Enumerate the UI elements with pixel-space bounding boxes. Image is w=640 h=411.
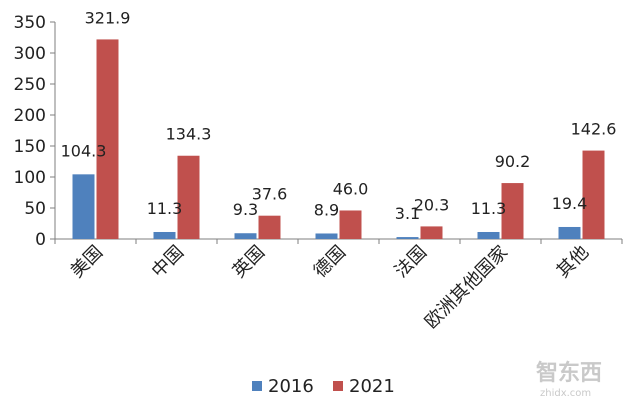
data-label-2016-6: 19.4: [552, 194, 588, 213]
legend-swatch-2016: [252, 381, 262, 391]
category-label-6: 其他: [553, 242, 593, 282]
bar-2016-0: [72, 174, 95, 239]
bar-2021-2: [258, 215, 281, 239]
bar-2021-5: [501, 183, 524, 239]
y-tick-label: 300: [14, 44, 46, 64]
bar-2016-5: [477, 231, 500, 239]
bar-2021-1: [177, 155, 200, 239]
y-tick-label: 200: [14, 106, 46, 126]
data-label-2021-0: 321.9: [85, 8, 131, 27]
category-label-3: 德国: [310, 242, 350, 282]
data-label-2016-0: 104.3: [61, 141, 107, 160]
data-label-2021-5: 90.2: [495, 152, 531, 171]
category-label-4: 法国: [391, 242, 431, 282]
bar-2016-2: [234, 233, 257, 239]
bar-2021-4: [420, 226, 443, 239]
y-tick-label: 250: [14, 75, 46, 95]
y-tick-label: 50: [24, 199, 46, 219]
watermark: 智东西 zhidx.com: [536, 360, 602, 399]
data-label-2021-6: 142.6: [571, 120, 617, 139]
data-label-2016-3: 8.9: [314, 200, 339, 219]
data-label-2021-2: 37.6: [252, 185, 288, 204]
watermark-subtext: zhidx.com: [540, 388, 591, 399]
y-axis-ticks: 0 50 100 150 200 250 300 350: [14, 13, 623, 250]
y-tick-label: 100: [14, 168, 46, 188]
legend: 2016 2021: [252, 376, 395, 397]
chart-axes: [54, 22, 622, 240]
legend-label-2021: 2021: [349, 376, 395, 397]
category-label-1: 中国: [148, 242, 188, 282]
category-label-2: 英国: [229, 242, 269, 282]
data-label-2021-4: 20.3: [414, 195, 450, 214]
data-label-2016-1: 11.3: [147, 199, 183, 218]
bar-2016-3: [315, 233, 338, 239]
watermark-text: 智东西: [536, 360, 602, 386]
bar-2016-6: [558, 226, 581, 239]
data-label-2016-2: 9.3: [233, 200, 258, 219]
data-label-2016-5: 11.3: [471, 199, 507, 218]
data-label-2021-3: 46.0: [333, 179, 369, 198]
y-tick-label: 0: [35, 230, 46, 250]
bar-2021-0: [96, 39, 119, 240]
y-tick-label: 150: [14, 137, 46, 157]
y-tick-label: 350: [14, 13, 46, 33]
category-label-5: 欧洲其他国家: [421, 242, 512, 333]
bar-2021-6: [582, 150, 605, 239]
data-labels: 104.3 11.3 9.3 8.9 3.1 11.3 19.4 321.9 134.3 37.6…: [61, 8, 617, 223]
legend-swatch-2021: [333, 381, 343, 391]
legend-label-2016: 2016: [268, 376, 314, 397]
bar-2021-3: [339, 210, 362, 239]
data-label-2021-1: 134.3: [166, 125, 212, 144]
chart-bars: [72, 39, 605, 240]
data-label-2016-4: 3.1: [395, 204, 420, 223]
bar-2016-1: [153, 231, 176, 239]
bar-2016-4: [396, 237, 419, 239]
category-label-0: 美国: [67, 242, 107, 282]
